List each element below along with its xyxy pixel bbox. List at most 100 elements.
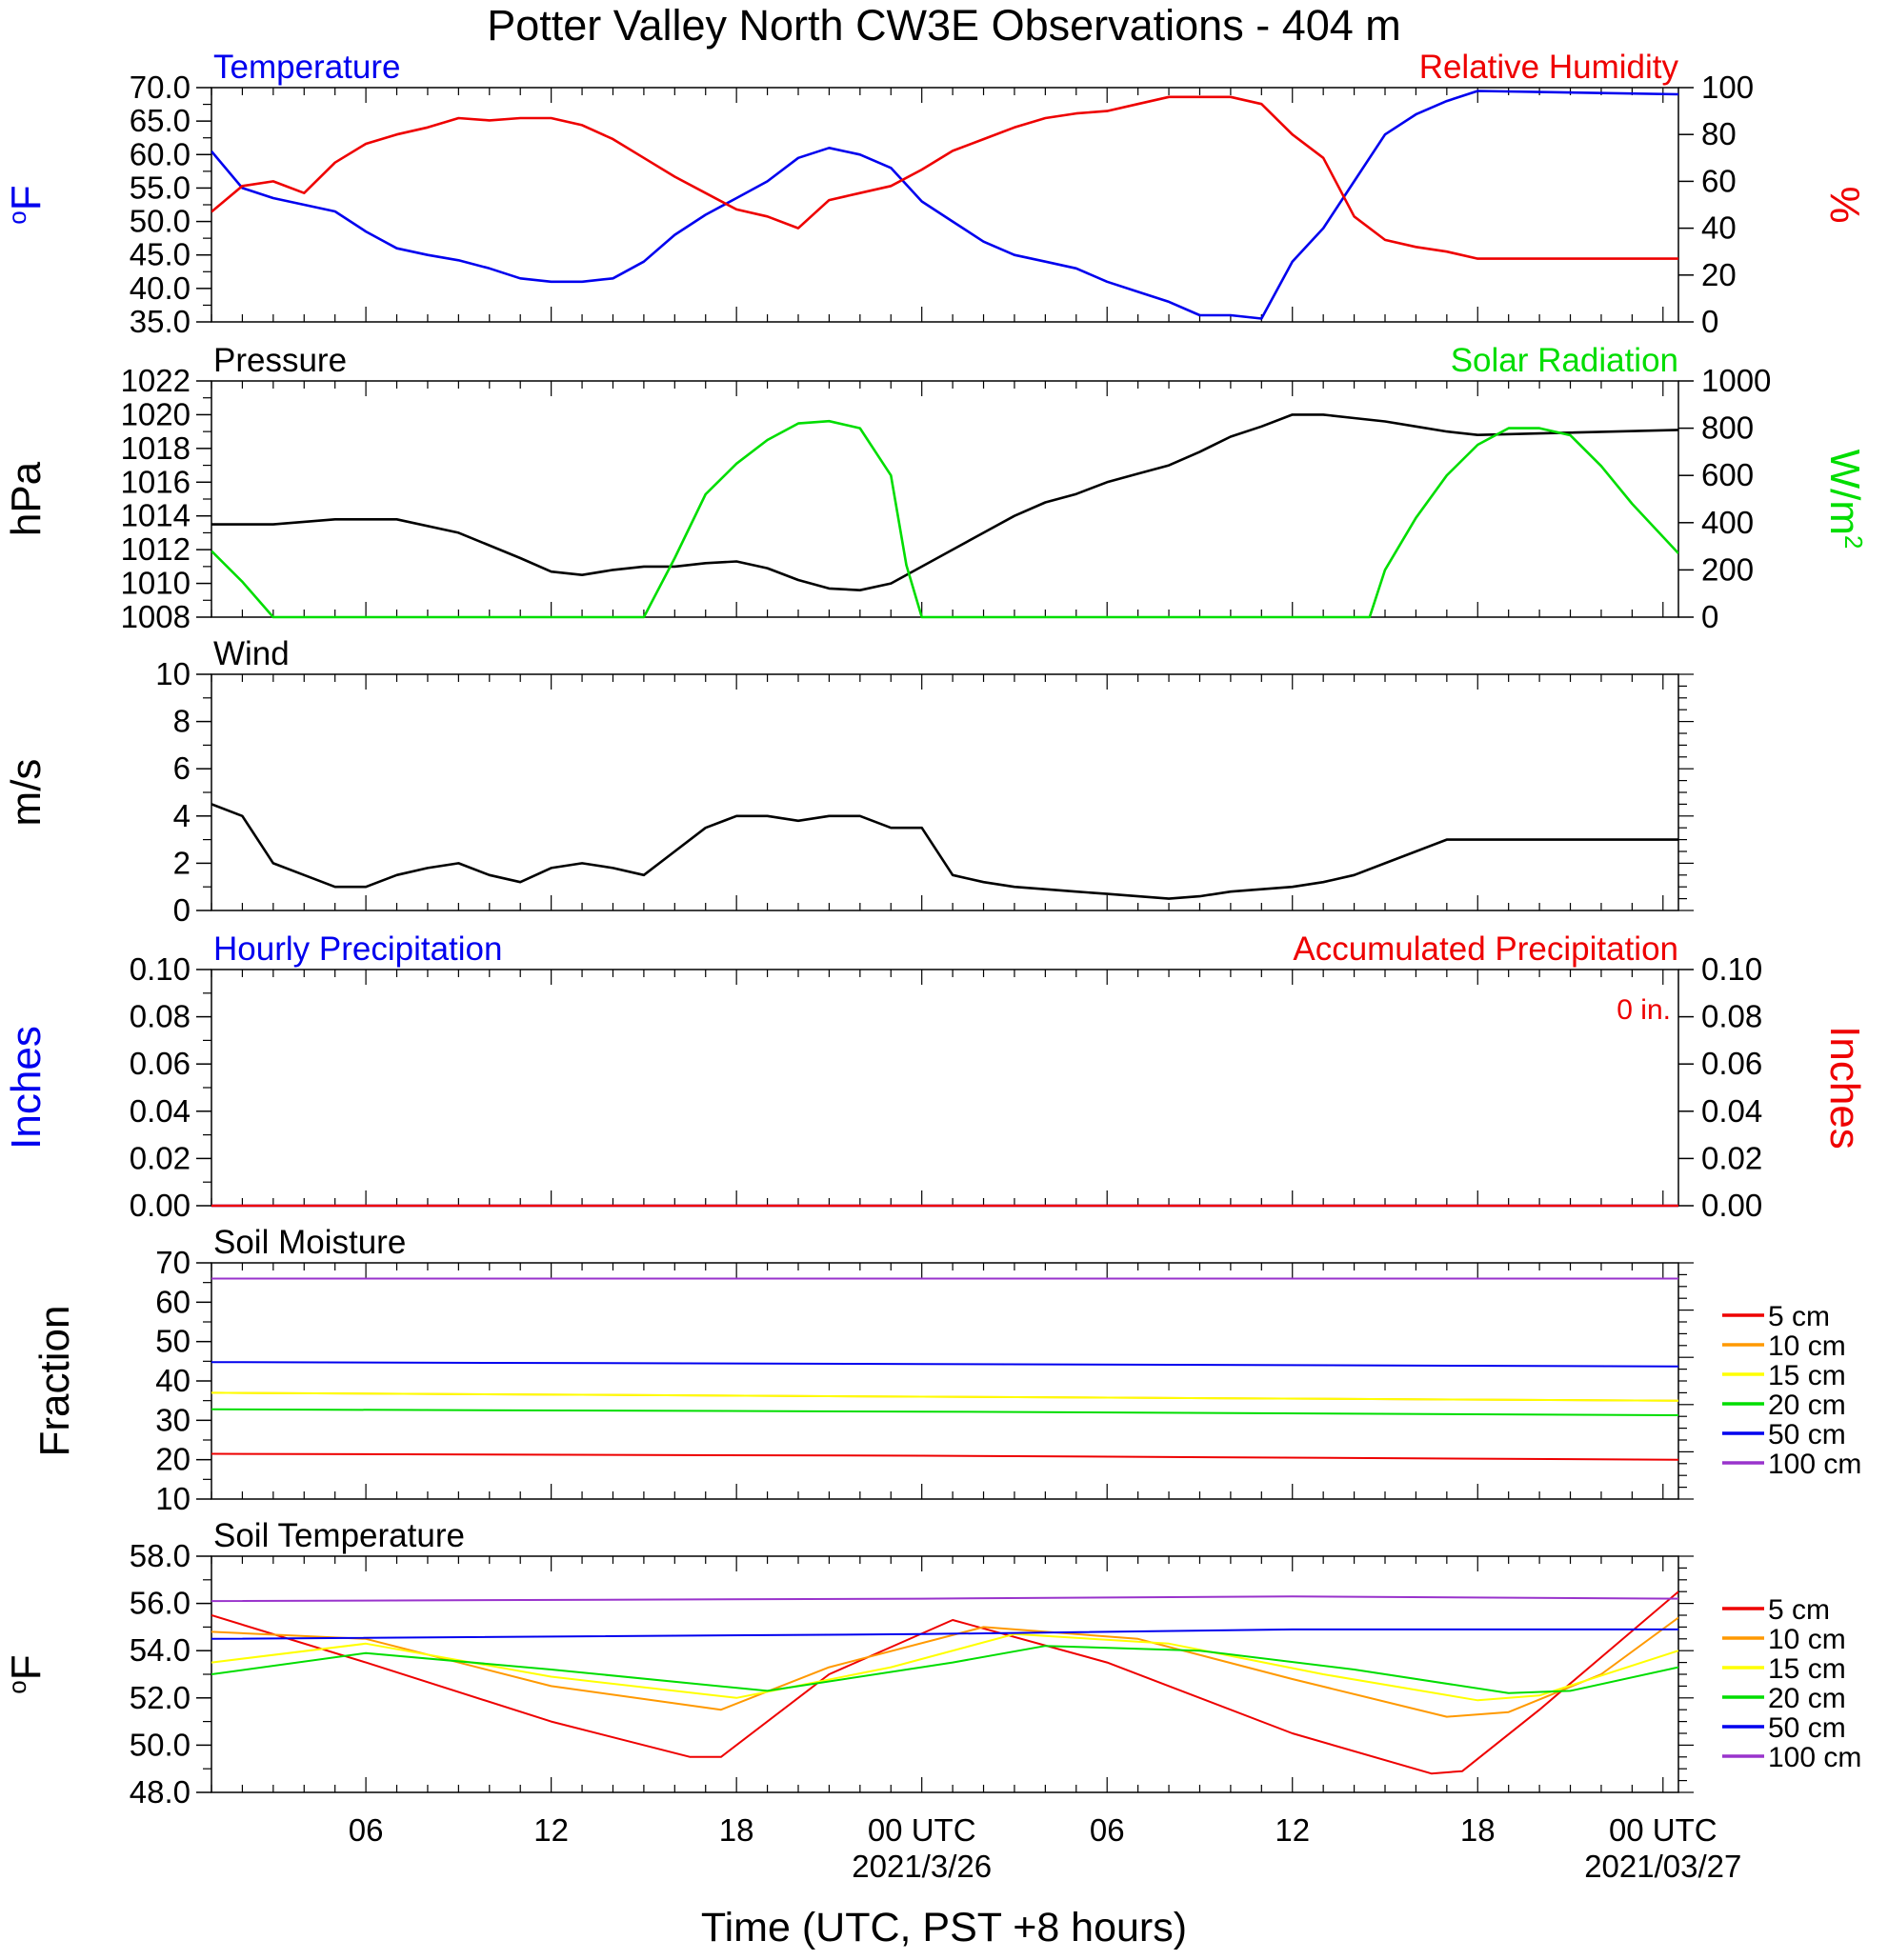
panel-2: 10 8 6 4 2 0 Wind m/s (3, 635, 1694, 928)
y-tick-label-left: 50 (155, 1324, 191, 1359)
y-tick-label-left: 60 (155, 1284, 191, 1319)
series-line (211, 1616, 1678, 1718)
y-tick-label-right: 80 (1701, 116, 1737, 151)
x-tick-label: 18 (1460, 1812, 1496, 1848)
x-axis-label: Time (UTC, PST +8 hours) (701, 1905, 1187, 1950)
y-tick-label-right: 1000 (1701, 363, 1771, 398)
x-tick-label: 00 UTC (1609, 1812, 1717, 1848)
y-tick-label-right: 200 (1701, 551, 1754, 587)
panel-frame (211, 87, 1679, 323)
y-tick-label-right: 400 (1701, 505, 1754, 540)
y-tick-label-left: 20 (155, 1442, 191, 1477)
y-tick-label-left: 70.0 (130, 70, 191, 105)
panel-frame (211, 969, 1679, 1207)
y-tick-label-left: 8 (173, 704, 191, 739)
y-tick-label-left: 1014 (121, 498, 191, 533)
legend-entry: 15 cm (1768, 1360, 1846, 1391)
y-tick-label-right: 0.10 (1701, 951, 1762, 987)
x-tick-label: 06 (1090, 1812, 1125, 1848)
y-tick-label-left: 4 (173, 798, 191, 833)
y-axis-label-right: W/m2 (1821, 450, 1868, 550)
legend-entry: 20 cm (1768, 1683, 1846, 1714)
y-tick-label-left: 52.0 (130, 1680, 191, 1715)
y-tick-label-left: 1016 (121, 464, 191, 499)
series-line (211, 1408, 1678, 1416)
y-axis-label-left: hPa (3, 461, 50, 536)
series-line (211, 1628, 1678, 1640)
y-tick-label-left: 2 (173, 845, 191, 880)
y-tick-label-right: 40 (1701, 210, 1737, 246)
y-tick-label-left: 1022 (121, 363, 191, 398)
y-tick-label-left: 60.0 (130, 136, 191, 171)
series-line (211, 1391, 1678, 1402)
series-line (211, 1361, 1678, 1368)
y-tick-label-left: 0 (173, 892, 191, 928)
y-tick-label-left: 56.0 (130, 1586, 191, 1621)
y-tick-label-left: 65.0 (130, 103, 191, 138)
panel-frame (211, 1555, 1679, 1793)
y-tick-label-left: 0.04 (130, 1093, 191, 1129)
legend-entry: 50 cm (1768, 1419, 1846, 1450)
legend-entry: 10 cm (1768, 1330, 1846, 1362)
y-tick-label-right: 100 (1701, 70, 1754, 105)
y-tick-label-left: 35.0 (130, 304, 191, 339)
legend-entry: 5 cm (1768, 1594, 1830, 1626)
y-tick-label-left: 1008 (121, 599, 191, 634)
y-tick-label-right: 0 (1701, 599, 1718, 634)
legend-entry: 100 cm (1768, 1449, 1861, 1480)
panel-title-left: Hourly Precipitation (213, 930, 502, 968)
series-line (211, 1632, 1678, 1702)
y-tick-label-left: 54.0 (130, 1632, 191, 1668)
y-tick-label-left: 0.06 (130, 1046, 191, 1081)
y-tick-label-right: 0.02 (1701, 1140, 1762, 1175)
y-tick-label-left: 50.0 (130, 204, 191, 239)
panel-frame (211, 673, 1679, 911)
y-tick-label-right: 0.08 (1701, 999, 1762, 1034)
y-tick-label-left: 55.0 (130, 170, 191, 205)
y-tick-label-left: 1010 (121, 566, 191, 601)
panel-0: 70.065.060.055.050.045.040.035.0 100 80 60 4… (3, 49, 1868, 339)
y-tick-label-left: 1012 (121, 531, 191, 567)
x-tick-label: 18 (719, 1812, 754, 1848)
series-line (211, 413, 1678, 591)
y-tick-label-left: 30 (155, 1402, 191, 1437)
y-axis-label-left: Fraction (31, 1306, 78, 1457)
date-label: 2021/3/26 (852, 1849, 992, 1884)
panel-title-left: Wind (213, 635, 290, 672)
y-tick-label-right: 0.00 (1701, 1188, 1762, 1223)
series-line (211, 90, 1678, 320)
legend-entry: 100 cm (1768, 1742, 1861, 1773)
y-tick-label-left: 10 (155, 1481, 191, 1516)
y-tick-label-left: 0.10 (130, 951, 191, 987)
y-tick-label-left: 0.08 (130, 999, 191, 1034)
panel-title-left: Temperature (213, 49, 400, 86)
x-tick-label: 06 (349, 1812, 384, 1848)
y-axis-label-left: oF (3, 1654, 50, 1693)
panel-title-left: Soil Temperature (213, 1517, 465, 1554)
y-tick-label-left: 1018 (121, 430, 191, 466)
y-tick-label-right: 20 (1701, 257, 1737, 292)
y-axis-label-right: % (1821, 186, 1868, 223)
y-tick-label-left: 48.0 (130, 1774, 191, 1810)
panel-title-left: Soil Moisture (213, 1224, 406, 1261)
series-line (211, 419, 1678, 619)
y-axis-label-right: Inches (1821, 1026, 1868, 1150)
panel-title-right: Solar Radiation (1451, 342, 1678, 379)
y-tick-label-right: 60 (1701, 163, 1737, 198)
series-line (211, 1452, 1678, 1461)
series-line (211, 1595, 1678, 1603)
y-tick-label-right: 800 (1701, 410, 1754, 446)
series-line (211, 1590, 1678, 1775)
panel-title-left: Pressure (213, 342, 347, 379)
x-tick-label: 00 UTC (868, 1812, 976, 1848)
y-tick-label-right: 0.04 (1701, 1093, 1762, 1129)
series-line (211, 1645, 1678, 1694)
date-label: 2021/03/27 (1584, 1849, 1741, 1884)
series-line (211, 803, 1678, 900)
y-tick-label-left: 50.0 (130, 1727, 191, 1762)
y-tick-label-left: 40.0 (130, 270, 191, 306)
legend-entry: 5 cm (1768, 1301, 1830, 1332)
accumulated-total: 0 in. (1617, 994, 1671, 1026)
legend-entry: 20 cm (1768, 1390, 1846, 1421)
